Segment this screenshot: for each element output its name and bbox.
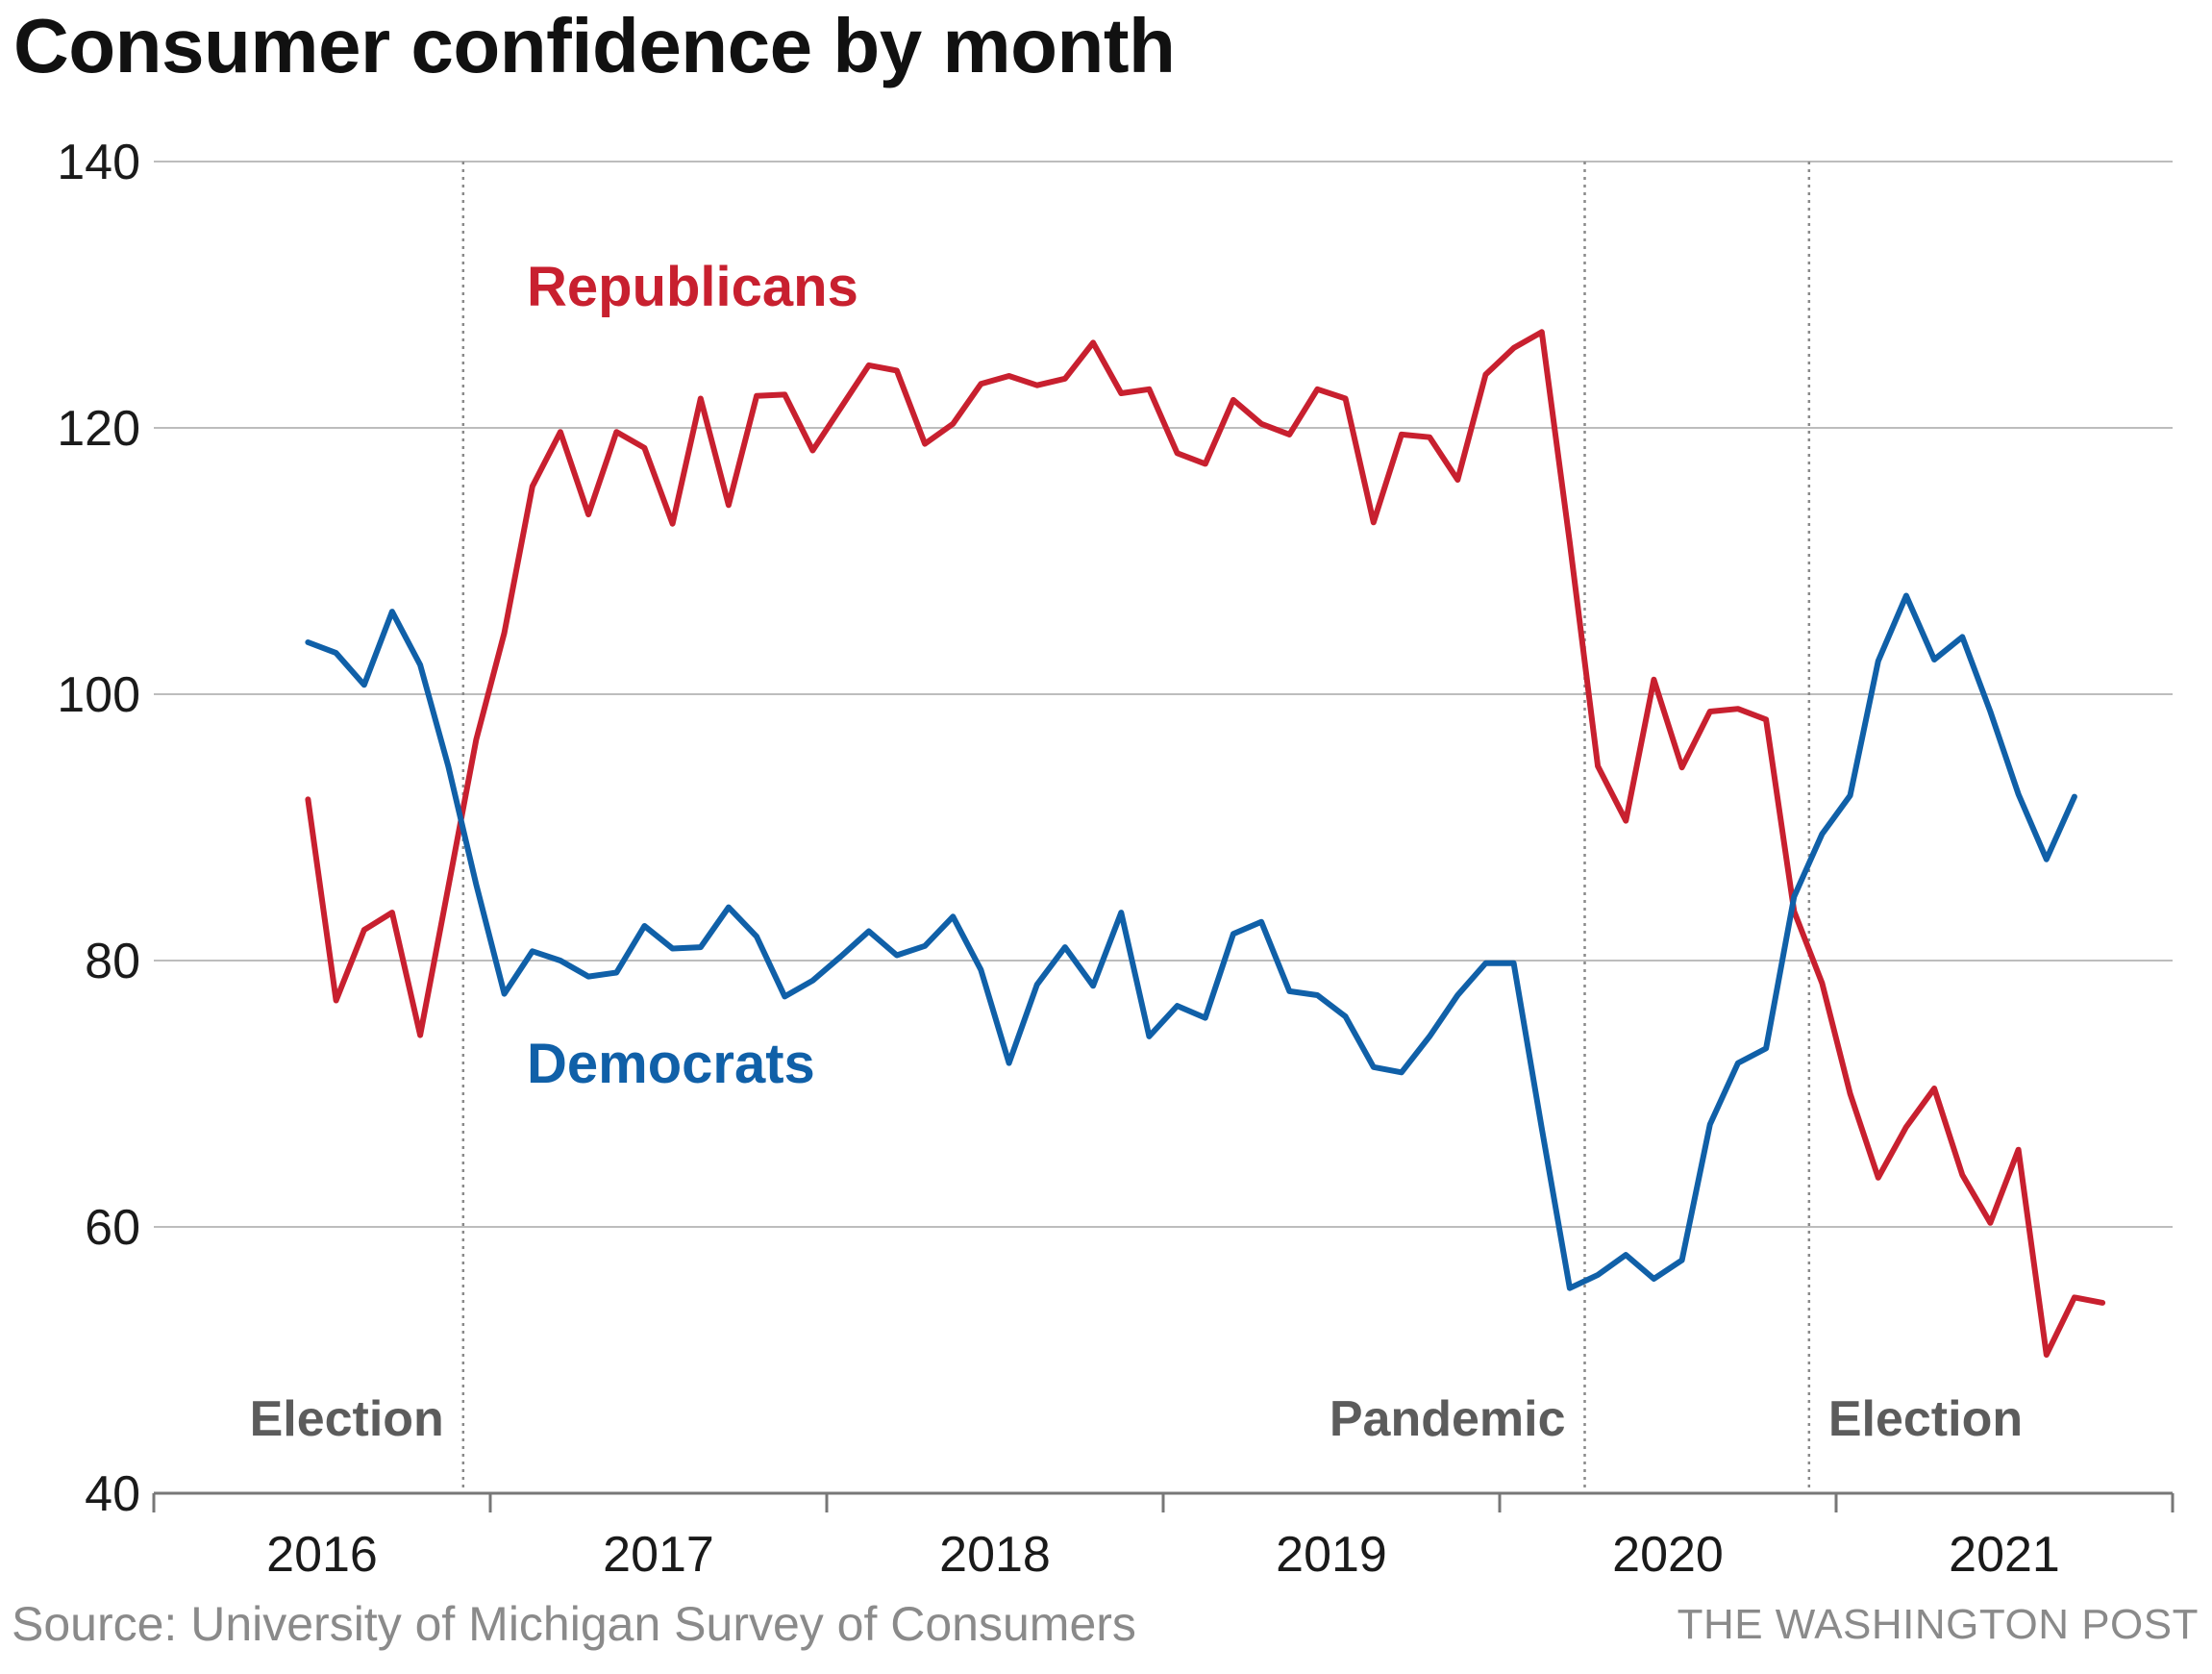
series-line-republicans <box>305 329 2106 1358</box>
series-label-republicans: Republicans <box>527 256 858 318</box>
y-tick-label: 60 <box>85 1200 140 1256</box>
y-axis: 40 60 80 100 120 140 <box>57 135 140 1522</box>
event-label: Election <box>1828 1391 2023 1447</box>
x-tick-label: 2021 <box>1949 1527 2060 1583</box>
y-tick-label: 140 <box>57 135 140 190</box>
y-tick-label: 100 <box>57 667 140 723</box>
y-tick-label: 80 <box>85 934 140 989</box>
x-tick-label: 2020 <box>1612 1527 1724 1583</box>
x-tick-label: 2017 <box>603 1527 714 1583</box>
x-tick-label: 2018 <box>939 1527 1051 1583</box>
y-tick-label: 40 <box>85 1466 140 1522</box>
event-label: Election <box>250 1391 444 1447</box>
chart-title: Consumer confidence by month <box>13 3 1176 88</box>
x-tick-label: 2016 <box>266 1527 378 1583</box>
x-tick-label: 2019 <box>1276 1527 1387 1583</box>
series-label-democrats: Democrats <box>527 1033 815 1095</box>
event-markers: Election Pandemic Election <box>250 162 2023 1493</box>
series-line-democrats <box>305 592 2077 1291</box>
event-label: Pandemic <box>1330 1391 1566 1447</box>
credit-logo: THE WASHINGTON POST <box>1677 1601 2199 1648</box>
y-tick-label: 120 <box>57 401 140 457</box>
x-axis: 2016 2017 2018 2019 2020 2021 <box>152 1491 2175 1583</box>
series-lines <box>305 329 2106 1358</box>
source-note: Source: University of Michigan Survey of… <box>12 1597 1136 1651</box>
